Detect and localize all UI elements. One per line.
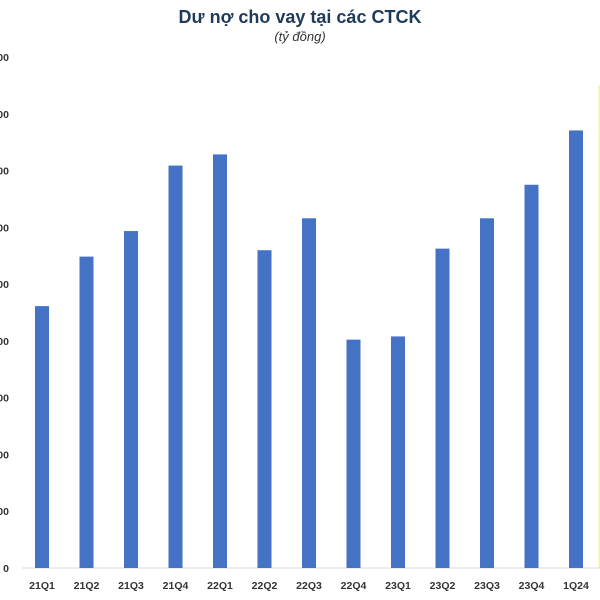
x-tick-label: 23Q3 (474, 580, 500, 592)
x-tick-label: 21Q1 (29, 580, 55, 592)
bar-21Q4 (168, 165, 183, 568)
x-tick-label: 21Q2 (74, 580, 100, 592)
bar-22Q3 (302, 218, 316, 569)
bar-23Q4 (524, 184, 539, 568)
bar-21Q1 (35, 306, 49, 568)
bar-1Q24 (569, 130, 583, 569)
y-tick-label: 000 (0, 166, 9, 178)
y-tick-label: 000 (0, 222, 9, 234)
bar-21Q3 (124, 231, 138, 568)
bar-22Q2 (257, 250, 272, 569)
x-tick-label: 23Q4 (519, 580, 545, 592)
y-tick-label: 000 (0, 393, 9, 405)
x-tick-label: 1Q24 (563, 580, 589, 592)
x-tick-label: 21Q4 (163, 580, 189, 592)
y-tick-label: 000 (0, 109, 9, 121)
y-tick-label: 000 (0, 52, 9, 64)
x-tick-label: 23Q1 (385, 580, 411, 592)
x-tick-label: 22Q3 (296, 580, 322, 592)
y-tick-label: 000 (0, 336, 9, 348)
y-tick-label: 000 (0, 506, 9, 518)
bar-23Q1 (391, 336, 405, 568)
chart-title: Dư nợ cho vay tại các CTCK (178, 7, 422, 27)
bar-21Q2 (79, 256, 94, 568)
bar-22Q1 (213, 154, 227, 569)
x-tick-label: 21Q3 (118, 580, 144, 592)
bar-22Q4 (346, 339, 361, 568)
x-tick-label: 22Q4 (341, 580, 367, 592)
x-tick-label: 23Q2 (430, 580, 456, 592)
chart-subtitle: (tỷ đồng) (274, 29, 326, 44)
y-tick-label: 0 (3, 563, 9, 575)
y-tick-label: 000 (0, 449, 9, 461)
x-tick-label: 22Q2 (252, 580, 278, 592)
bar-23Q2 (435, 248, 450, 568)
x-tick-label: 22Q1 (207, 580, 233, 592)
bar-23Q3 (480, 218, 494, 569)
y-tick-label: 000 (0, 279, 9, 291)
